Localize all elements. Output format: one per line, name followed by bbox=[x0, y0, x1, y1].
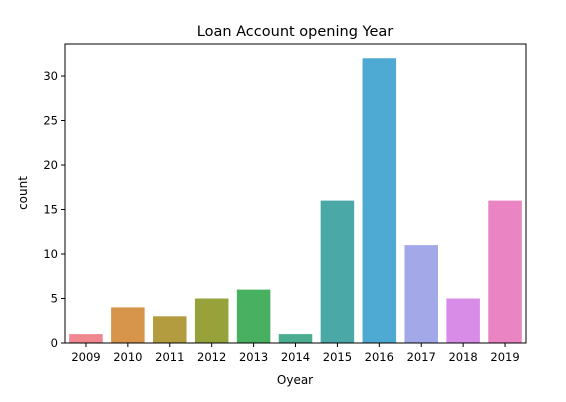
y-tick-label-10: 10 bbox=[43, 247, 58, 261]
x-tick-label-2009: 2009 bbox=[71, 350, 100, 364]
x-tick-label-2016: 2016 bbox=[365, 350, 394, 364]
bar-2016 bbox=[362, 58, 397, 343]
y-tick-label-20: 20 bbox=[43, 158, 58, 172]
bar-2018 bbox=[446, 298, 480, 343]
x-tick-label-2017: 2017 bbox=[407, 350, 436, 364]
x-tick-label-2018: 2018 bbox=[448, 350, 477, 364]
x-axis-label: Oyear bbox=[277, 373, 313, 387]
y-tick-label-0: 0 bbox=[51, 336, 58, 350]
y-tick-label-30: 30 bbox=[43, 69, 58, 83]
y-tick-label-5: 5 bbox=[51, 292, 58, 306]
bars-layer bbox=[69, 58, 522, 343]
bar-2019 bbox=[488, 200, 522, 343]
y-tick-label-25: 25 bbox=[43, 114, 58, 128]
y-axis-ticks: 0 5 10 15 20 25 30 bbox=[43, 69, 65, 350]
bar-2015 bbox=[320, 200, 355, 343]
bar-2014 bbox=[278, 334, 313, 343]
y-tick-label-15: 15 bbox=[43, 203, 58, 217]
bar-2017 bbox=[404, 245, 438, 343]
y-axis-label: count bbox=[16, 176, 30, 210]
bar-2012 bbox=[194, 298, 229, 343]
x-tick-label-2013: 2013 bbox=[239, 350, 268, 364]
bar-2009 bbox=[69, 334, 103, 343]
bar-2010 bbox=[111, 307, 145, 343]
x-tick-label-2019: 2019 bbox=[490, 350, 519, 364]
bar-2013 bbox=[236, 289, 271, 343]
x-tick-label-2012: 2012 bbox=[197, 350, 226, 364]
x-axis-ticks: 2009 2010 2011 2012 2013 2014 2015 2016 2017 2018… bbox=[71, 343, 520, 364]
plot-frame bbox=[64, 43, 527, 344]
bar-2011 bbox=[153, 316, 187, 343]
x-tick-label-2015: 2015 bbox=[323, 350, 352, 364]
x-tick-label-2014: 2014 bbox=[281, 350, 310, 364]
chart-title: Loan Account opening Year bbox=[197, 24, 393, 40]
x-tick-label-2011: 2011 bbox=[155, 350, 184, 364]
x-tick-label-2010: 2010 bbox=[113, 350, 142, 364]
